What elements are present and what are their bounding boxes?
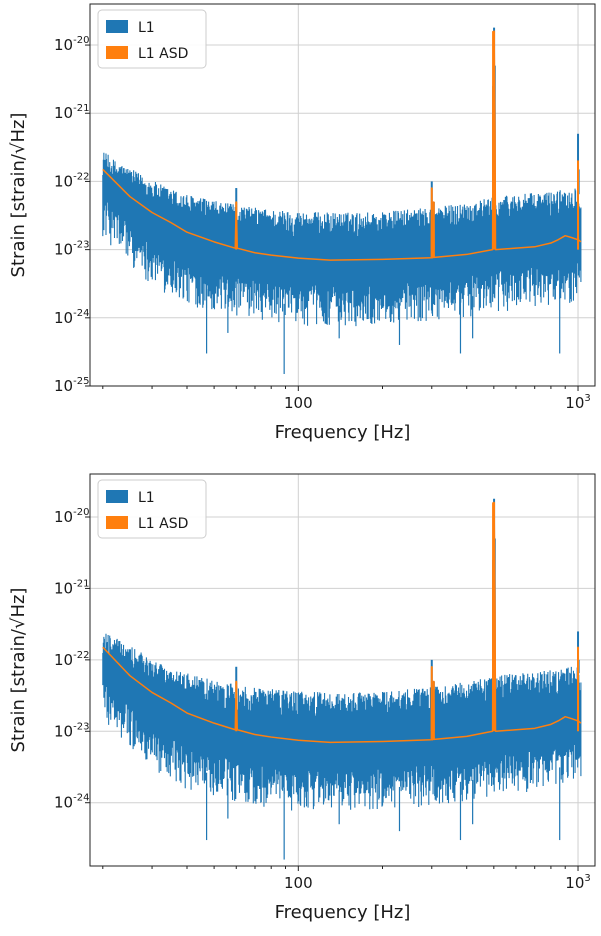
y-tick-label-exp: -24 [73,308,89,319]
axes-frame [89,473,596,867]
y-tick-label-base: 10 [54,309,73,327]
y-tick-label-base: 10 [54,36,73,54]
chart-svg-top: 100 10310-2510-2410-2310-2210-2110-20Freq… [8,3,596,443]
x-tick-label: 103 [565,873,590,892]
x-tick-label-base: 10 [565,874,584,892]
y-axis-label: Strain [strain/√Hz] [8,113,29,278]
y-tick-label-exp: -23 [73,240,89,251]
legend-label: L1 [138,490,155,506]
x-tick-label-base: 100 [284,394,313,412]
x-tick-label-base: 10 [565,394,584,412]
y-tick-label-exp: -20 [73,507,89,518]
y-tick-label-base: 10 [54,172,73,190]
axes-frame [89,3,596,387]
x-tick-label-base: 100 [284,874,313,892]
chart-panel-bottom: 100 103 10-24 10-23 10-22 10-21 10-20 Frequency… [0,470,601,932]
y-tick-label: 10-24 [54,793,89,812]
y-tick-label: 10-22 [54,650,89,669]
series-l1-asd [102,501,582,744]
y-tick-label-base: 10 [54,651,73,669]
x-tick-label: 100 [284,394,313,412]
y-axis-label: Strain [strain/√Hz] [8,588,29,753]
y-tick-label-exp: -23 [73,721,89,732]
y-tick-label: 10-23 [54,240,89,259]
y-tick-label: 10-21 [54,103,89,122]
x-tick-label: 103 [565,393,590,412]
legend-label: L1 ASD [138,516,188,532]
chart-svg-bottom: 100 10310-2410-2310-2210-2110-20Frequency… [8,473,596,923]
y-tick-label-base: 10 [54,377,73,395]
legend: L1 L1 ASD [97,9,207,69]
x-tick-label-exp: 3 [584,873,590,884]
x-tick-label: 100 [284,874,313,892]
x-tick-label-exp: 3 [584,393,590,404]
legend: L1 L1 ASD [97,479,207,539]
legend-swatch [106,20,128,33]
legend-label: L1 ASD [138,46,188,62]
y-tick-label-exp: -22 [73,171,89,182]
legend-swatch [106,516,128,529]
y-tick-label-base: 10 [54,241,73,259]
y-tick-label-base: 10 [54,722,73,740]
y-tick-label-exp: -21 [73,103,89,114]
y-tick-label-base: 10 [54,579,73,597]
y-tick-label: 10-24 [54,308,89,327]
y-tick-label-base: 10 [54,508,73,526]
y-tick-label-base: 10 [54,104,73,122]
y-tick-label-exp: -24 [73,793,89,804]
x-axis-label: Frequency [Hz] [275,422,411,443]
series-l1-asd [102,30,582,261]
y-tick-label-exp: -22 [73,650,89,661]
y-tick-label: 10-20 [54,507,89,526]
y-tick-label: 10-22 [54,171,89,190]
legend-label: L1 [138,20,155,36]
y-tick-label-exp: -25 [73,376,89,387]
y-tick-label: 10-21 [54,578,89,597]
chart-panel-top: 100 103 10-25 10-24 10-23 10-22 10-21 10-20 Freq… [0,0,601,462]
y-tick-label: 10-25 [54,376,89,395]
y-tick-label: 10-20 [54,35,89,54]
legend-swatch [106,490,128,503]
y-tick-label: 10-23 [54,721,89,740]
y-tick-label-base: 10 [54,794,73,812]
y-tick-label-exp: -20 [73,35,89,46]
legend-swatch [106,46,128,59]
x-axis-label: Frequency [Hz] [275,902,411,923]
y-tick-label-exp: -21 [73,578,89,589]
